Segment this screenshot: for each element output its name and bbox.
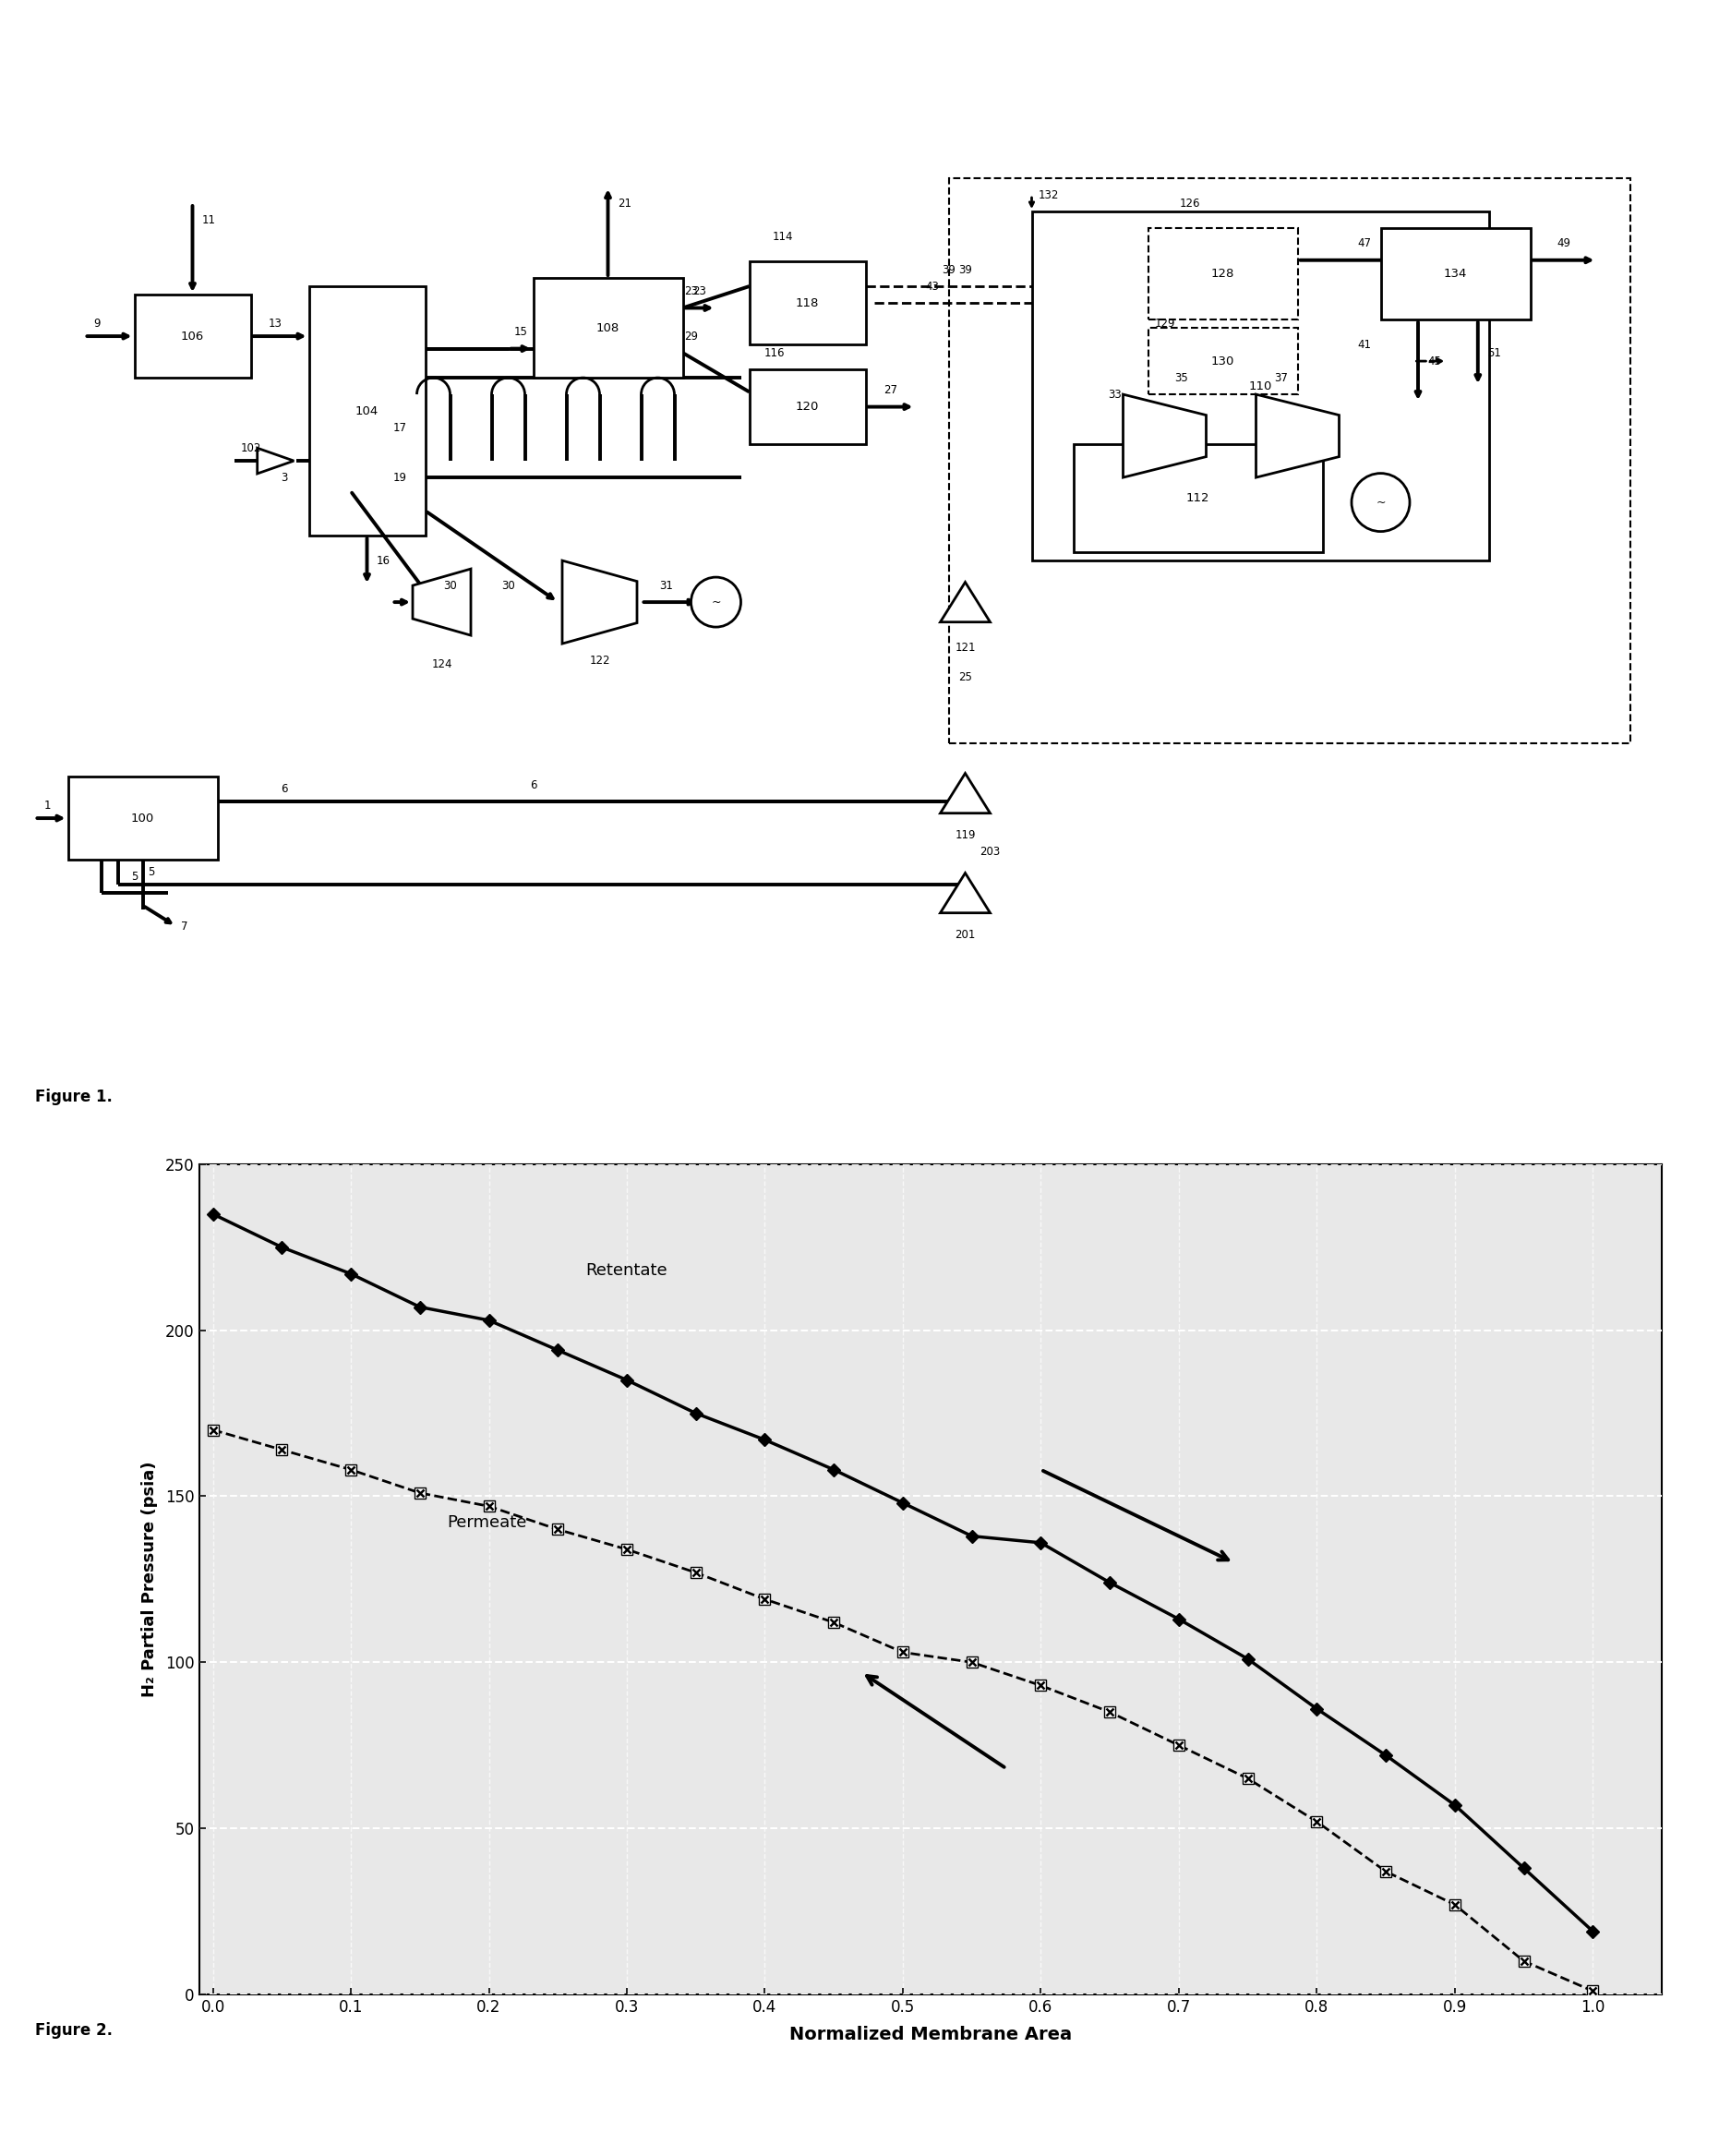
X-axis label: Normalized Membrane Area: Normalized Membrane Area bbox=[789, 2027, 1071, 2044]
Bar bbox=[1073, 444, 1322, 552]
Bar bbox=[135, 295, 251, 377]
Text: 30: 30 bbox=[443, 580, 457, 591]
Bar bbox=[750, 261, 866, 345]
Text: 120: 120 bbox=[796, 401, 819, 412]
Text: 35: 35 bbox=[1174, 371, 1187, 384]
Text: 201: 201 bbox=[956, 929, 976, 940]
Circle shape bbox=[691, 578, 741, 627]
Text: 116: 116 bbox=[763, 347, 784, 358]
Text: 51: 51 bbox=[1487, 347, 1501, 358]
Text: 119: 119 bbox=[956, 828, 976, 841]
Text: 39: 39 bbox=[942, 263, 956, 276]
Text: 112: 112 bbox=[1186, 492, 1210, 505]
Text: 30: 30 bbox=[502, 580, 516, 591]
Text: 203: 203 bbox=[980, 845, 1001, 858]
Text: 124: 124 bbox=[431, 658, 452, 671]
Text: 19: 19 bbox=[393, 472, 407, 483]
Text: 104: 104 bbox=[355, 405, 379, 416]
Text: 6: 6 bbox=[530, 778, 537, 791]
Text: 108: 108 bbox=[595, 321, 620, 334]
Text: 13: 13 bbox=[268, 317, 282, 330]
Text: 126: 126 bbox=[1179, 196, 1200, 209]
Polygon shape bbox=[1123, 395, 1207, 476]
Text: 37: 37 bbox=[1274, 371, 1288, 384]
Text: 100: 100 bbox=[132, 813, 154, 824]
Text: 106: 106 bbox=[180, 330, 204, 343]
Text: 25: 25 bbox=[959, 671, 973, 683]
Text: 49: 49 bbox=[1556, 237, 1570, 250]
Text: 39: 39 bbox=[959, 263, 973, 276]
Polygon shape bbox=[412, 569, 471, 636]
Text: Permeate: Permeate bbox=[447, 1514, 528, 1531]
Text: 7: 7 bbox=[180, 921, 187, 931]
Text: 45: 45 bbox=[1428, 356, 1442, 367]
Text: 121: 121 bbox=[956, 642, 976, 653]
Polygon shape bbox=[563, 561, 637, 645]
Text: 41: 41 bbox=[1357, 338, 1371, 351]
Bar bbox=[750, 369, 866, 444]
Text: ~: ~ bbox=[711, 595, 720, 608]
Text: 5: 5 bbox=[132, 871, 138, 882]
Text: 31: 31 bbox=[660, 580, 673, 591]
Text: 23: 23 bbox=[692, 285, 706, 298]
Text: Retentate: Retentate bbox=[585, 1261, 666, 1279]
Polygon shape bbox=[940, 774, 990, 813]
Bar bbox=[68, 776, 218, 860]
Text: 15: 15 bbox=[514, 326, 528, 338]
Text: 122: 122 bbox=[589, 653, 609, 666]
Text: 33: 33 bbox=[1108, 388, 1122, 401]
Bar bbox=[1148, 229, 1298, 319]
Bar bbox=[949, 179, 1631, 744]
Text: 118: 118 bbox=[796, 298, 819, 308]
Text: 3: 3 bbox=[280, 472, 287, 483]
Text: 17: 17 bbox=[393, 423, 407, 433]
Polygon shape bbox=[258, 448, 294, 474]
Text: 114: 114 bbox=[772, 231, 793, 241]
Bar bbox=[1032, 211, 1489, 561]
Circle shape bbox=[1352, 474, 1409, 533]
Text: Figure 2.: Figure 2. bbox=[35, 2022, 113, 2040]
Text: 102: 102 bbox=[241, 442, 261, 455]
Bar bbox=[1148, 328, 1298, 395]
Text: 132: 132 bbox=[1039, 190, 1059, 201]
Text: ~: ~ bbox=[1376, 496, 1385, 509]
Text: 129: 129 bbox=[1155, 317, 1175, 330]
Bar bbox=[1381, 229, 1530, 319]
Text: 47: 47 bbox=[1357, 237, 1371, 250]
Polygon shape bbox=[940, 582, 990, 623]
Text: 110: 110 bbox=[1248, 379, 1272, 392]
Text: 29: 29 bbox=[684, 330, 698, 343]
Text: 21: 21 bbox=[618, 196, 632, 209]
Text: 1: 1 bbox=[43, 800, 50, 811]
Text: 9: 9 bbox=[93, 317, 100, 330]
Y-axis label: H₂ Partial Pressure (psia): H₂ Partial Pressure (psia) bbox=[140, 1462, 158, 1697]
Text: 11: 11 bbox=[203, 213, 216, 226]
Bar bbox=[308, 287, 426, 535]
Text: Figure 1.: Figure 1. bbox=[35, 1089, 113, 1106]
Text: 43: 43 bbox=[924, 280, 938, 293]
Text: 27: 27 bbox=[883, 384, 897, 397]
Text: 6: 6 bbox=[280, 783, 287, 796]
Text: 23: 23 bbox=[684, 285, 698, 298]
Text: 16: 16 bbox=[377, 554, 391, 567]
Text: 128: 128 bbox=[1212, 267, 1234, 280]
Text: 130: 130 bbox=[1212, 356, 1234, 367]
Text: 5: 5 bbox=[147, 867, 154, 877]
Text: 134: 134 bbox=[1444, 267, 1468, 280]
Polygon shape bbox=[1257, 395, 1340, 476]
Bar bbox=[533, 278, 682, 377]
Polygon shape bbox=[940, 873, 990, 912]
